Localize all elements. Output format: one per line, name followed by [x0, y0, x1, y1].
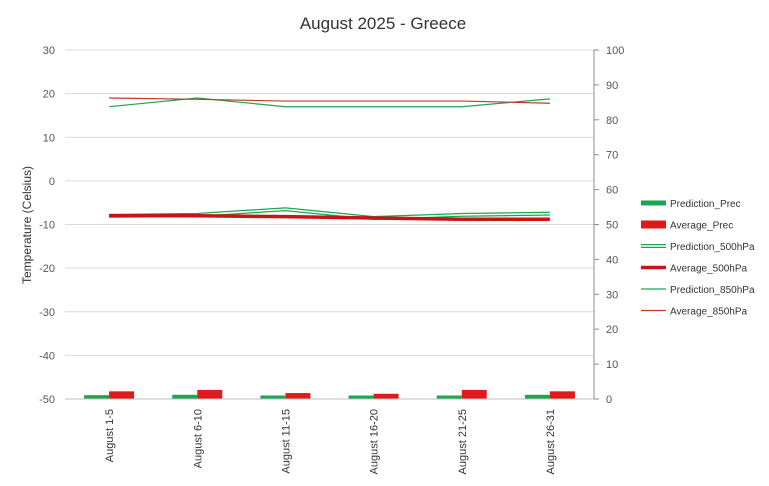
y2-tick-label: 50: [606, 220, 618, 232]
legend-average-prec-label: Average_Prec: [670, 221, 733, 232]
legend-average-850hpa-label: Average_850hPa: [670, 307, 748, 318]
y-tick-label: -40: [39, 350, 55, 362]
bar-prediction-prec: [260, 395, 286, 399]
x-tick-label: August 16-20: [369, 409, 381, 474]
line-average-850hpa: [109, 97, 550, 104]
y-axis-label: Temperature (Celsius): [20, 166, 34, 284]
y2-tick-label: 80: [606, 115, 618, 127]
y2-tick-label: 40: [606, 254, 618, 266]
legend-prediction-500hpa-label: Prediction_500hPa: [670, 242, 755, 253]
x-tick-label: August 11-15: [280, 409, 292, 474]
y-tick-label: 30: [43, 45, 55, 57]
legend-average-500hpa-label: Average_500hPa: [670, 264, 748, 275]
y-tick-label: 10: [43, 132, 55, 144]
x-tick-label: August 1-5: [104, 409, 116, 462]
y-tick-label: -30: [39, 307, 55, 319]
y2-tick-label: 70: [606, 150, 618, 162]
bar-prediction-prec: [436, 395, 462, 399]
y2-tick-label: 100: [606, 45, 624, 57]
y-tick-label: -20: [39, 263, 55, 275]
bar-average-prec: [285, 393, 311, 399]
line-average-500hpa: [109, 214, 550, 222]
legend-prediction-prec-label: Prediction_Prec: [670, 199, 741, 210]
legend-prediction-850hpa-label: Prediction_850hPa: [670, 285, 755, 296]
bar-average-prec: [549, 391, 575, 399]
y-tick-label: -10: [39, 220, 55, 232]
bar-average-prec: [197, 389, 223, 399]
chart-title: August 2025 - Greece: [300, 14, 466, 33]
y2-tick-label: 20: [606, 324, 618, 336]
y-tick-label: 20: [43, 89, 55, 101]
bar-prediction-prec: [172, 394, 198, 399]
bar-prediction-prec: [348, 395, 374, 399]
y2-tick-label: 30: [606, 289, 618, 301]
y2-tick-label: 60: [606, 185, 618, 197]
legend-prediction-prec-swatch: [641, 200, 666, 206]
x-tick-label: August 6-10: [192, 409, 204, 468]
bar-average-prec: [109, 391, 135, 399]
legend-average-prec-swatch: [641, 220, 666, 229]
bar-average-prec: [373, 393, 399, 399]
y2-tick-label: 0: [606, 394, 612, 406]
y2-tick-label: 90: [606, 80, 618, 92]
y-tick-label: 0: [49, 176, 55, 188]
x-tick-label: August 21-25: [457, 409, 469, 474]
bar-average-prec: [461, 389, 487, 399]
y2-tick-label: 10: [606, 359, 618, 371]
bar-prediction-prec: [524, 394, 550, 399]
x-tick-label: August 26-31: [545, 409, 557, 474]
bar-prediction-prec: [84, 395, 110, 399]
y-tick-label: -50: [39, 394, 55, 406]
